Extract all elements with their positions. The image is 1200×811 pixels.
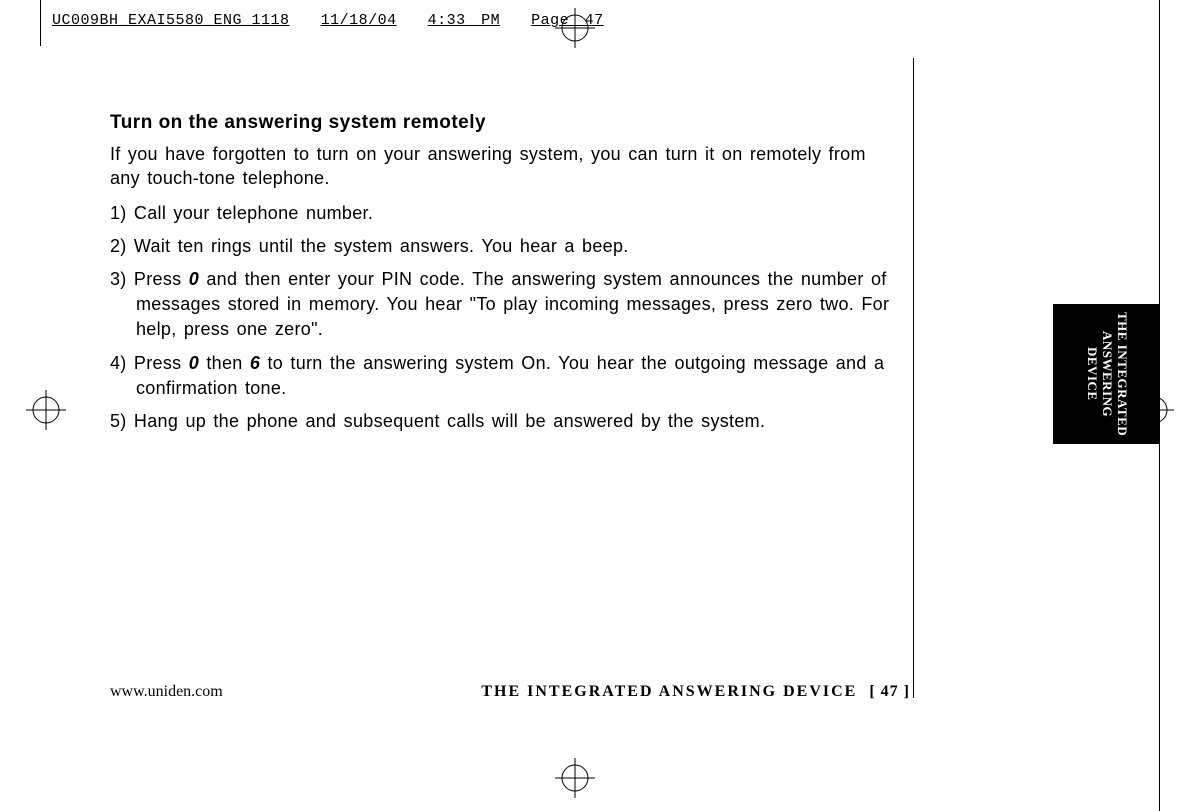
step-3: 3) Press 0 and then enter your PIN code.… bbox=[110, 267, 900, 343]
step-3-text-b: and then enter your PIN code. The answer… bbox=[136, 269, 889, 339]
step-4-text-a: 4) Press bbox=[110, 353, 189, 373]
side-section-tab: THE INTEGRATED ANSWERING DEVICE bbox=[1053, 304, 1160, 444]
section-title: Turn on the answering system remotely bbox=[110, 112, 900, 134]
registration-mark-top bbox=[555, 8, 595, 53]
side-tab-line-2: ANSWERING DEVICE bbox=[1085, 331, 1115, 417]
step-3-text-a: 3) Press bbox=[110, 269, 189, 289]
step-4-key-6: 6 bbox=[250, 353, 260, 373]
meta-time: 4:33 PM bbox=[428, 12, 501, 29]
side-tab-line-1: THE INTEGRATED bbox=[1115, 312, 1130, 436]
step-4-text-b: then bbox=[199, 353, 250, 373]
crop-mark-top-left bbox=[40, 0, 41, 46]
footer-section-text: THE INTEGRATED ANSWERING DEVICE bbox=[481, 683, 857, 700]
step-2: 2) Wait ten rings until the system answe… bbox=[110, 234, 900, 259]
registration-mark-left bbox=[26, 390, 66, 435]
footer-section-title: THE INTEGRATED ANSWERING DEVICE [ 47 ] bbox=[481, 683, 910, 701]
intro-paragraph: If you have forgotten to turn on your an… bbox=[110, 142, 900, 191]
meta-filename: UC009BH_EXAI5580_ENG_1118 bbox=[52, 12, 290, 29]
footer-url: www.uniden.com bbox=[110, 683, 223, 701]
page-footer: www.uniden.com THE INTEGRATED ANSWERING … bbox=[110, 683, 910, 701]
step-4: 4) Press 0 then 6 to turn the answering … bbox=[110, 351, 900, 401]
step-5: 5) Hang up the phone and subsequent call… bbox=[110, 409, 900, 434]
registration-mark-bottom bbox=[555, 758, 595, 803]
page-content: Turn on the answering system remotely If… bbox=[110, 112, 900, 442]
print-meta-header: UC009BH_EXAI5580_ENG_1118 11/18/04 4:33 … bbox=[52, 12, 604, 29]
footer-page-number: [ 47 ] bbox=[869, 683, 910, 700]
step-1: 1) Call your telephone number. bbox=[110, 201, 900, 226]
meta-date: 11/18/04 bbox=[321, 12, 397, 29]
content-column-divider bbox=[913, 58, 914, 698]
step-3-key-0: 0 bbox=[189, 269, 199, 289]
step-4-key-0: 0 bbox=[189, 353, 199, 373]
